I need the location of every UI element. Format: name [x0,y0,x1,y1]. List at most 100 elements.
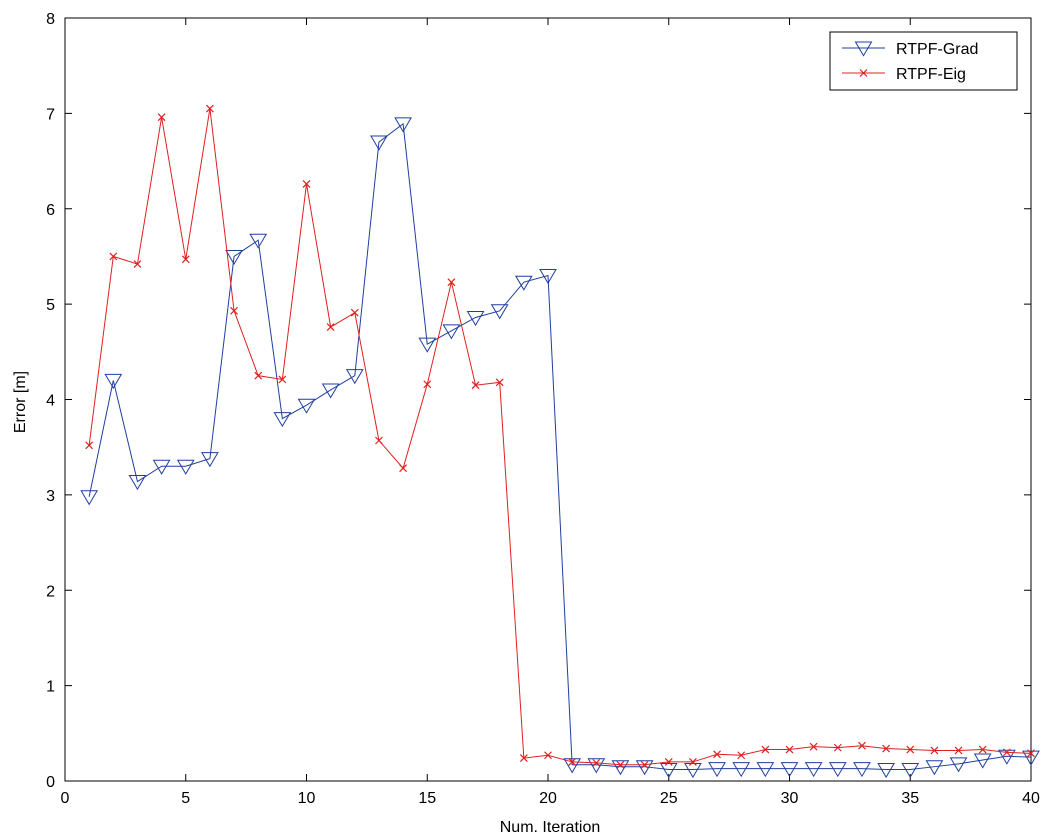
data-point-triangle [780,762,799,778]
data-point-x [133,260,142,268]
data-point-x [423,380,432,389]
y-axis-label: Error [m] [12,371,29,433]
data-point-triangle [273,412,292,428]
data-point-triangle [732,762,751,778]
plot-frame [64,17,1032,782]
data-point-triangle [611,760,630,776]
data-point-triangle [1022,750,1040,766]
legend-item-rtpf-grad[interactable]: RTPF-Grad [842,41,978,58]
data-point-x [85,441,94,450]
data-point-triangle [828,762,847,778]
x-tick-label: 0 [61,790,70,807]
data-point-triangle [925,760,944,776]
series-rtpf-eig [85,104,1035,769]
y-tick-label: 1 [46,679,55,696]
data-point-x [326,323,335,331]
data-point-triangle [490,304,509,320]
data-point-x [858,741,866,750]
legend-label: RTPF-Eig [896,66,966,83]
y-tick-label: 4 [46,393,55,410]
data-point-x [978,745,987,754]
x-axis-label: Num. Iteration [500,819,600,836]
data-point-x [1002,748,1011,757]
data-point-triangle [394,117,412,133]
data-point-x [519,754,528,763]
data-point-x [254,371,263,380]
data-point-triangle [321,383,340,399]
data-point-triangle [973,753,992,769]
x-tick-label: 20 [539,790,557,807]
data-point-x [230,306,238,315]
data-point-x [157,113,166,122]
legend-box [829,31,1018,91]
legend-item-rtpf-eig[interactable]: RTPF-Eig [842,66,966,83]
data-point-triangle [539,269,557,285]
data-point-x [809,742,818,751]
data-point-x [350,308,359,317]
data-point-triangle [853,762,871,778]
data-point-triangle [297,398,316,414]
data-point-x [761,745,770,754]
data-point-triangle [466,310,485,327]
data-point-x [954,746,963,755]
data-point-triangle [442,324,461,340]
legend[interactable]: RTPF-Grad RTPF-Eig [829,31,1018,91]
axis-ticks [64,17,1032,782]
data-point-x [205,104,214,113]
data-point-x [882,744,891,753]
data-point-triangle [877,763,895,779]
x-tick-label: 30 [781,790,799,807]
data-point-triangle [201,452,219,468]
data-point-triangle [684,763,702,779]
data-point-triangle [804,762,823,778]
legend-label: RTPF-Grad [896,41,978,58]
data-point-x [737,751,746,760]
plot-area [64,17,1032,782]
data-point-triangle [708,762,726,778]
data-point-x [592,758,601,767]
data-point-x [616,760,625,769]
data-point-triangle [225,249,243,266]
y-tick-label: 8 [46,11,55,28]
data-point-x [833,743,842,752]
series-layer [80,104,1040,779]
data-point-triangle [756,762,775,778]
y-tick-label: 3 [46,488,55,505]
data-point-triangle [514,275,533,291]
data-point-triangle [854,41,873,57]
series-line [88,108,1032,766]
data-point-triangle [152,459,171,475]
data-point-x [785,745,794,754]
y-tick-label: 5 [46,297,55,314]
data-point-x [906,745,915,754]
data-point-x [278,375,287,384]
data-point-x [713,750,721,759]
y-tick-label: 0 [46,774,55,791]
data-point-triangle [370,135,388,151]
x-tick-label: 35 [901,790,919,807]
series-line [88,122,1032,771]
data-point-x [568,758,577,766]
data-point-x [375,436,383,445]
axis-tick-labels: 0 5 10 15 20 25 30 35 40 0 1 2 3 4 5 6 7 8 [46,11,1040,807]
data-point-x [664,758,673,766]
data-point-triangle [949,757,968,773]
x-tick-label: 15 [418,790,436,807]
data-point-x [544,751,552,760]
data-point-x [859,69,868,77]
y-tick-label: 2 [46,583,55,600]
data-point-x [640,760,649,769]
data-point-triangle [80,490,99,506]
x-tick-label: 40 [1022,790,1040,807]
data-point-triangle [659,763,678,779]
data-point-triangle [635,760,654,776]
data-point-x [447,278,456,287]
data-point-triangle [104,373,123,390]
data-point-triangle [563,758,582,774]
data-point-triangle [587,758,606,774]
data-point-triangle [249,233,268,249]
data-point-x [688,758,697,766]
data-point-x [1027,749,1035,758]
x-tick-label: 25 [660,790,678,807]
